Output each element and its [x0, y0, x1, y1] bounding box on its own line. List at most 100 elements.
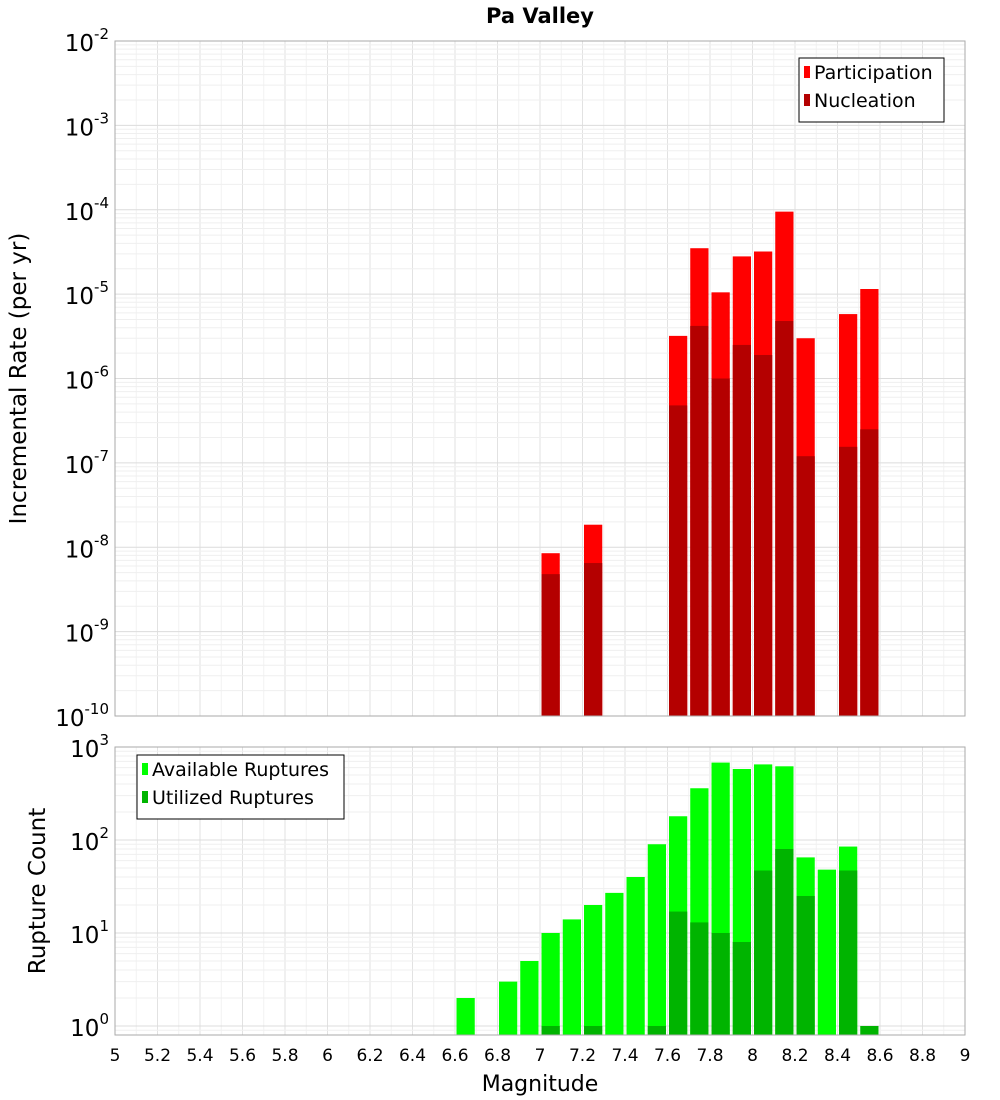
legend-1: Available Ruptures Utilized Ruptures	[136, 754, 345, 820]
y-tick-exponent: -7	[94, 447, 109, 465]
y-tick-base: 10	[65, 31, 94, 57]
x-tick-label: 5.8	[271, 1046, 298, 1066]
bar	[732, 942, 751, 1035]
bar	[817, 869, 836, 1035]
bar	[584, 1025, 603, 1035]
y-tick-base: 10	[65, 115, 94, 141]
x-tick-label: 6.8	[484, 1046, 511, 1066]
bar	[626, 877, 645, 1035]
x-tick-label: 8.4	[824, 1046, 851, 1066]
bar	[520, 960, 539, 1035]
grid-0	[114, 41, 966, 717]
y-tick-label: 10-8	[65, 531, 109, 563]
bar	[647, 844, 666, 1035]
legend-box	[136, 754, 345, 820]
y-tick-exponent: -3	[94, 109, 109, 127]
bar	[732, 344, 751, 716]
x-tick-label: 7.6	[654, 1046, 681, 1066]
y-tick-exponent: 0	[99, 1010, 109, 1028]
y-tick-base: 10	[70, 923, 99, 949]
bar	[796, 895, 815, 1035]
y-tick-base: 10	[65, 369, 94, 395]
y-tick-exponent: -5	[94, 278, 109, 296]
y-axis-label: Incremental Rate (per yr)	[6, 233, 32, 525]
x-tick-label: 7.8	[696, 1046, 723, 1066]
bar	[796, 456, 815, 716]
y-tick-label: 10-5	[65, 278, 109, 310]
bar	[584, 563, 603, 716]
bar	[669, 911, 688, 1035]
bar	[584, 904, 603, 1035]
bar	[541, 1025, 560, 1035]
x-tick-label: 8.8	[909, 1046, 936, 1066]
bar	[860, 429, 879, 716]
y-tick-label: 10-10	[55, 700, 109, 732]
chart-title: Pa Valley	[486, 4, 594, 28]
x-axis-label: Magnitude	[482, 1072, 599, 1097]
bar	[711, 932, 730, 1035]
y-tick-label: 10-2	[65, 25, 109, 57]
x-tick-label: 6.4	[399, 1046, 426, 1066]
y-tick-base: 10	[70, 830, 99, 856]
series-1-1	[541, 849, 879, 1035]
bar	[499, 981, 518, 1035]
x-tick-label: 8.6	[866, 1046, 893, 1066]
y-tick-base: 10	[65, 284, 94, 310]
y-tick-exponent: -10	[85, 700, 110, 718]
y-tick-label: 10-4	[65, 194, 109, 226]
y-tick-exponent: -9	[94, 616, 109, 634]
y-tick-exponent: -8	[94, 531, 109, 549]
y-tick-label: 100	[70, 1010, 109, 1042]
legend-0: Participation Nucleation	[798, 57, 945, 123]
bar	[775, 849, 794, 1035]
y-tick-label: 10-6	[65, 363, 109, 395]
legend-label: Utilized Ruptures	[152, 787, 314, 809]
legend-swatch	[142, 791, 148, 803]
y-tick-base: 10	[70, 1016, 99, 1042]
x-tick-label: 7.2	[569, 1046, 596, 1066]
bar	[711, 378, 730, 716]
legend-box	[798, 57, 945, 123]
legend-swatch	[142, 763, 148, 775]
bar	[690, 325, 709, 716]
y-tick-exponent: 2	[99, 824, 109, 842]
bar	[754, 354, 773, 716]
y-tick-exponent: -2	[94, 25, 109, 43]
bar	[605, 892, 624, 1035]
y-tick-label: 10-3	[65, 109, 109, 141]
bar	[541, 932, 560, 1035]
bar	[775, 321, 794, 716]
x-tick-label: 5.2	[144, 1046, 171, 1066]
x-tick-label: 7.4	[611, 1046, 638, 1066]
x-tick-label: 9	[960, 1046, 971, 1066]
legend-label: Nucleation	[814, 90, 916, 112]
y-tick-base: 10	[65, 622, 94, 648]
y-tick-label: 101	[70, 917, 109, 949]
y-tick-base: 10	[70, 737, 99, 763]
x-tick-label: 5.6	[229, 1046, 256, 1066]
plot-frame-0	[114, 40, 966, 717]
plot-frame-1	[114, 746, 966, 1036]
y-tick-label: 10-7	[65, 447, 109, 479]
y-tick-base: 10	[65, 453, 94, 479]
x-tick-label: 5	[110, 1046, 121, 1066]
y-tick-label: 10-9	[65, 616, 109, 648]
bar	[541, 574, 560, 716]
y-tick-exponent: 3	[99, 731, 109, 749]
series-0-1	[541, 321, 879, 716]
x-tick-label: 5.4	[186, 1046, 213, 1066]
legend-label: Available Ruptures	[152, 759, 329, 781]
bar	[562, 919, 581, 1035]
x-tick-label: 8.2	[781, 1046, 808, 1066]
y-tick-label: 103	[70, 731, 109, 763]
x-tick-label: 6.2	[356, 1046, 383, 1066]
legend-swatch	[804, 94, 810, 106]
y-tick-label: 102	[70, 824, 109, 856]
x-tick-label: 8	[747, 1046, 758, 1066]
y-tick-base: 10	[65, 200, 94, 226]
x-tick-label: 7	[535, 1046, 546, 1066]
bar	[839, 870, 858, 1035]
y-tick-base: 10	[55, 706, 84, 732]
y-tick-exponent: -6	[94, 363, 109, 381]
